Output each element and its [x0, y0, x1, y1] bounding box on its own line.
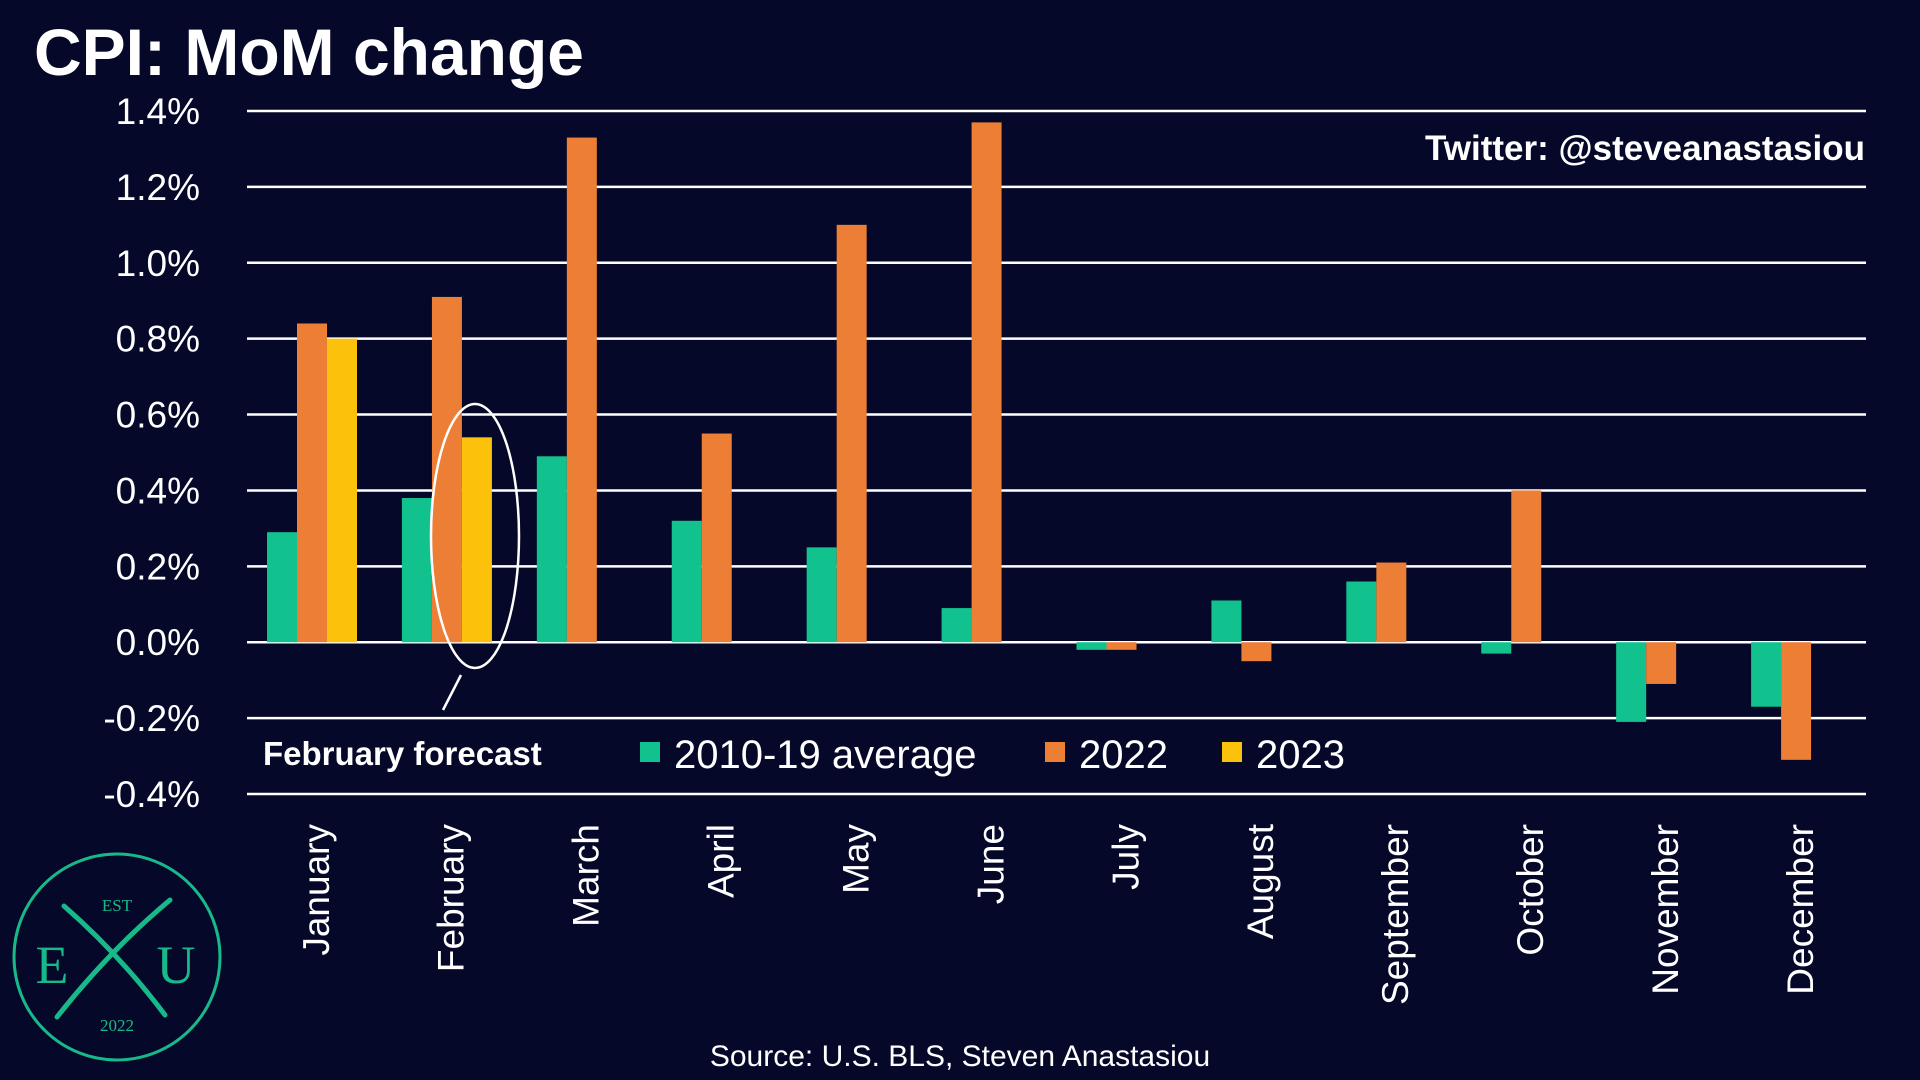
x-tick-label: August [1240, 823, 1281, 939]
x-tick-label: November [1645, 824, 1686, 995]
y-tick-label: 0.2% [116, 546, 200, 587]
bar-2022-december [1781, 642, 1812, 760]
bar-2010-19-average-february [401, 498, 432, 643]
bar-2010-19-average-june [941, 608, 972, 643]
logo-year-text: 2022 [100, 1016, 134, 1035]
chart-title: CPI: MoM change [34, 15, 584, 89]
bar-2022-april [701, 433, 732, 643]
bar-2022-july [1106, 642, 1137, 650]
bar-2022-march [566, 137, 597, 643]
legend-label: 2023 [1256, 733, 1345, 777]
legend-label: 2010-19 average [674, 733, 976, 777]
bar-2022-october [1511, 490, 1542, 643]
bar-2022-september [1376, 562, 1407, 643]
x-tick-label: October [1510, 824, 1551, 956]
bar-2010-19-average-october [1481, 642, 1512, 654]
forecast-annotation: February forecast [263, 735, 542, 772]
y-tick-label: 0.0% [116, 622, 200, 663]
legend-swatch [640, 742, 660, 762]
bar-2010-19-average-january [267, 532, 297, 643]
bar-2023-january [327, 338, 357, 643]
bar-2010-19-average-may [806, 547, 837, 643]
bar-2010-19-average-november [1616, 642, 1647, 722]
logo: EST E U 2022 [12, 852, 222, 1062]
y-tick-label: 1.2% [116, 167, 200, 208]
twitter-handle: Twitter: @steveanastasiou [1425, 129, 1865, 168]
y-tick-label: 0.4% [116, 470, 200, 511]
bar-2022-november [1646, 642, 1677, 684]
logo-cross-icon [54, 897, 173, 1020]
x-tick-label: May [835, 824, 876, 894]
y-tick-label: -0.4% [103, 774, 200, 815]
logo-left-letter: E [36, 935, 69, 995]
y-tick-label: 0.6% [116, 395, 200, 436]
bar-2010-19-average-march [536, 456, 567, 643]
x-tick-label: December [1780, 824, 1821, 995]
legend-swatch [1222, 742, 1242, 762]
forecast-pointer-line [441, 674, 463, 711]
x-tick-label: February [431, 824, 472, 973]
y-tick-label: 1.0% [116, 243, 200, 284]
forecast-highlight-ellipse [429, 402, 521, 670]
y-tick-label: 0.8% [116, 319, 200, 360]
x-tick-label: June [970, 824, 1011, 904]
bar-2022-may [836, 224, 867, 643]
legend: February forecast 2010-19 average 2022 202… [263, 733, 1345, 777]
x-tick-label: April [701, 824, 742, 898]
x-tick-label: March [566, 824, 607, 927]
x-tick-labels: January February March April May June July Augu… [296, 823, 1821, 1005]
bar-2010-19-average-august [1211, 600, 1242, 643]
y-tick-label: -0.2% [103, 698, 200, 739]
x-tick-label: January [296, 824, 337, 956]
bar-2023-february [461, 437, 492, 643]
logo-top-text: EST [102, 896, 133, 915]
bar-2022-june [971, 122, 1002, 643]
bar-2010-19-average-april [671, 520, 702, 643]
legend-label: 2022 [1079, 733, 1168, 777]
x-tick-label: September [1375, 824, 1416, 1005]
y-tick-labels: 1.4% 1.2% 1.0% 0.8% 0.6% 0.4% 0.2% 0.0% -0.2% -0.… [103, 91, 200, 815]
logo-right-letter: U [157, 935, 196, 995]
legend-swatch [1045, 742, 1065, 762]
source-note: Source: U.S. BLS, Steven Anastasiou [710, 1040, 1210, 1073]
bar-2010-19-average-july [1076, 642, 1107, 650]
x-tick-label: July [1105, 824, 1146, 890]
bars [267, 122, 1812, 760]
bar-2022-august [1241, 642, 1272, 662]
bar-2010-19-average-september [1346, 581, 1377, 643]
logo-circle [12, 852, 222, 1062]
bar-2022-january [297, 323, 327, 643]
y-tick-label: 1.4% [116, 91, 200, 132]
bar-2010-19-average-december [1751, 642, 1782, 707]
